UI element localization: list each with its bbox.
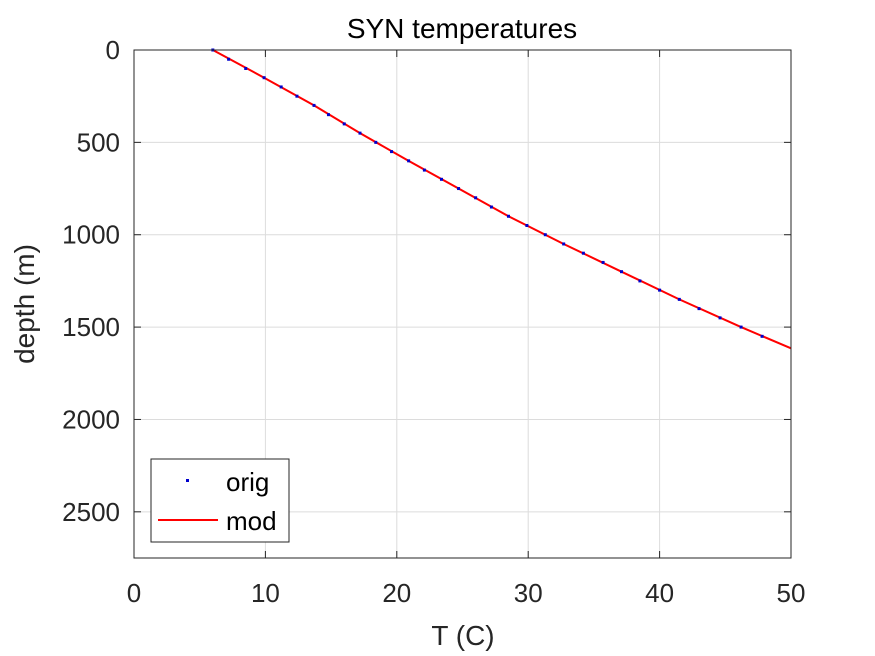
data-point-orig <box>244 66 248 70</box>
ticks <box>133 49 792 558</box>
x-axis-label: T (C) <box>431 620 494 651</box>
data-point-orig <box>326 113 330 117</box>
data-point-orig <box>601 260 605 264</box>
data-point-orig <box>739 325 743 329</box>
data-point-orig <box>407 159 411 163</box>
legend: orig mod <box>150 458 290 543</box>
data-point-orig <box>506 214 510 218</box>
data-point-orig <box>358 131 362 135</box>
data-point-orig <box>562 242 566 246</box>
data-point-orig <box>677 297 681 301</box>
series-layer <box>211 48 792 350</box>
plot-frame <box>133 49 792 559</box>
data-point-orig <box>619 270 623 274</box>
grid <box>133 49 792 558</box>
x-tick-label: 20 <box>382 578 411 608</box>
data-point-orig <box>760 334 764 338</box>
data-point-orig <box>658 288 662 292</box>
y-tick-label: 2500 <box>62 497 120 527</box>
x-tick-label: 0 <box>127 578 141 608</box>
data-point-orig <box>543 233 547 237</box>
y-tick-label: 0 <box>106 35 120 65</box>
data-point-orig <box>697 307 701 311</box>
data-point-orig <box>581 251 585 255</box>
y-tick-label: 500 <box>77 127 120 157</box>
y-tick-label: 1500 <box>62 312 120 342</box>
data-point-orig <box>457 187 461 191</box>
x-tick-label: 40 <box>645 578 674 608</box>
data-point-orig <box>474 196 478 200</box>
data-point-orig <box>312 103 316 107</box>
data-point-orig <box>342 122 346 126</box>
data-point-orig <box>439 177 443 181</box>
y-axis-label: depth (m) <box>9 244 40 364</box>
data-point-orig <box>525 223 529 227</box>
data-point-orig <box>638 279 642 283</box>
data-point-orig <box>262 76 266 80</box>
data-point-orig <box>422 168 426 172</box>
data-point-orig <box>295 94 299 98</box>
data-point-orig <box>489 205 493 209</box>
legend-box <box>150 458 290 543</box>
x-tick-label: 50 <box>777 578 806 608</box>
data-point-orig <box>718 316 722 320</box>
x-tick-label: 10 <box>251 578 280 608</box>
legend-label-mod: mod <box>226 506 277 536</box>
legend-marker-orig <box>186 479 189 482</box>
y-tick-label: 1000 <box>62 220 120 250</box>
chart-title: SYN temperatures <box>347 13 577 44</box>
y-tick-label: 2000 <box>62 404 120 434</box>
legend-label-orig: orig <box>226 467 269 497</box>
x-tick-label: 30 <box>514 578 543 608</box>
data-point-orig <box>390 150 394 154</box>
data-point-orig <box>279 85 283 89</box>
series-line-mod <box>212 49 792 350</box>
data-point-orig <box>374 140 378 144</box>
data-point-orig <box>227 57 231 61</box>
